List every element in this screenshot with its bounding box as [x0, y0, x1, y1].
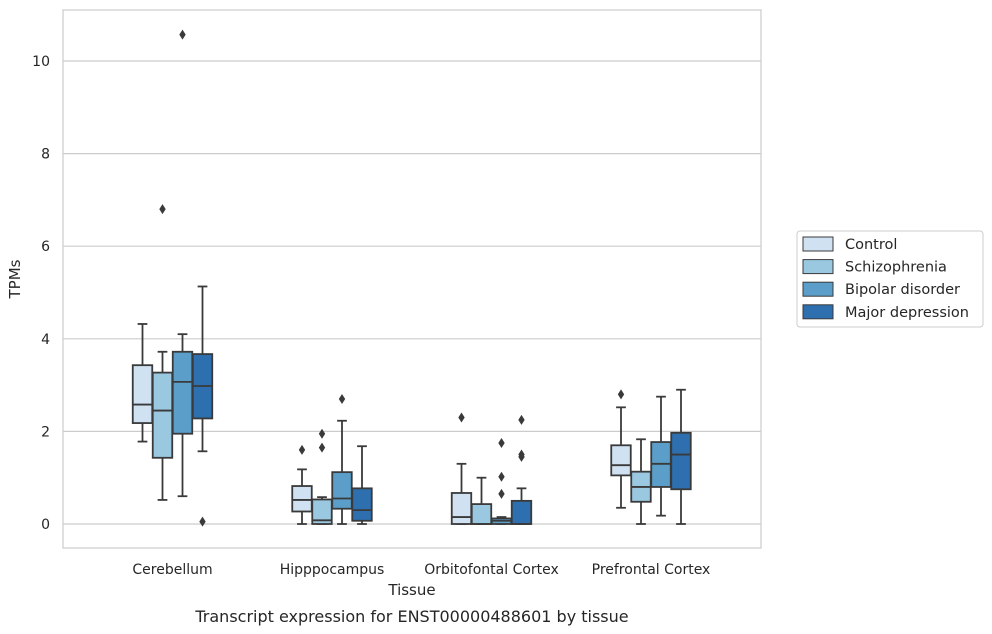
legend-label: Schizophrenia [845, 260, 947, 276]
x-tick-label: Hipppocampus [280, 562, 385, 578]
legend-label: Bipolar disorder [845, 282, 960, 298]
box-control [610, 389, 632, 509]
box-major-depression [670, 388, 692, 525]
box-iqr [311, 498, 333, 525]
chart-caption: Transcript expression for ENST0000048860… [194, 607, 628, 626]
x-tick-labels: Cerebellum Hipppocampus Orbitofontal Corte… [132, 562, 710, 578]
outlier-point [498, 488, 505, 499]
legend-swatch [802, 281, 834, 297]
x-tick-label: Orbitofontal Cortex [424, 562, 559, 578]
box-control [131, 323, 154, 443]
box-groups [131, 29, 692, 527]
legend-swatch [802, 304, 834, 320]
box-iqr [291, 485, 313, 513]
box-control [450, 412, 473, 525]
outlier-point [617, 389, 625, 400]
y-axis-label: TPMs [6, 259, 24, 299]
plot-frame [62, 9, 762, 549]
x-axis-label: Tissue [387, 581, 435, 599]
outlier-point [318, 428, 326, 439]
box-iqr [171, 350, 194, 435]
legend: Control Schizophrenia Bipolar disorder Majo… [796, 230, 984, 328]
box-major-depression [351, 445, 373, 525]
legend-label: Major depression [845, 305, 969, 321]
legend-swatch [802, 259, 834, 275]
outlier-point [318, 442, 326, 453]
outlier-point [458, 412, 465, 423]
y-tick-label: 10 [32, 54, 50, 70]
y-tick-label: 8 [41, 147, 50, 163]
box-iqr [510, 499, 533, 525]
outlier-point [498, 437, 505, 448]
x-tick-label: Prefrontal Cortex [592, 562, 711, 578]
legend-label: Control [845, 237, 897, 253]
outlier-point [338, 393, 346, 404]
outlier-point [159, 204, 166, 215]
outlier-point [179, 29, 186, 40]
outlier-point [518, 414, 525, 425]
box-bipolar-disorder [331, 393, 353, 525]
box-iqr [470, 503, 493, 525]
outlier-point [518, 449, 525, 460]
box-iqr [610, 444, 632, 477]
outlier-point [298, 444, 306, 455]
box-schizophrenia [470, 476, 493, 525]
legend-swatch [802, 236, 834, 252]
y-tick-label: 2 [41, 424, 50, 440]
box-iqr [670, 431, 692, 491]
box-iqr [450, 492, 473, 525]
outlier-point [498, 471, 505, 482]
box-iqr [351, 487, 373, 522]
box-major-depression [510, 414, 533, 525]
y-tick-label: 6 [41, 239, 50, 255]
box-major-depression [191, 285, 214, 527]
box-iqr [131, 364, 154, 424]
x-tick-label: Cerebellum [132, 562, 212, 578]
legend-box [796, 230, 984, 328]
y-tick-label: 4 [41, 332, 50, 348]
box-iqr [331, 471, 353, 510]
outlier-point [199, 516, 206, 527]
box-schizophrenia [311, 428, 333, 525]
box-schizophrenia [151, 204, 174, 501]
y-tick-label: 0 [41, 517, 50, 533]
y-tick-labels: 0 2 4 6 8 10 [32, 54, 50, 533]
box-iqr [151, 371, 174, 459]
